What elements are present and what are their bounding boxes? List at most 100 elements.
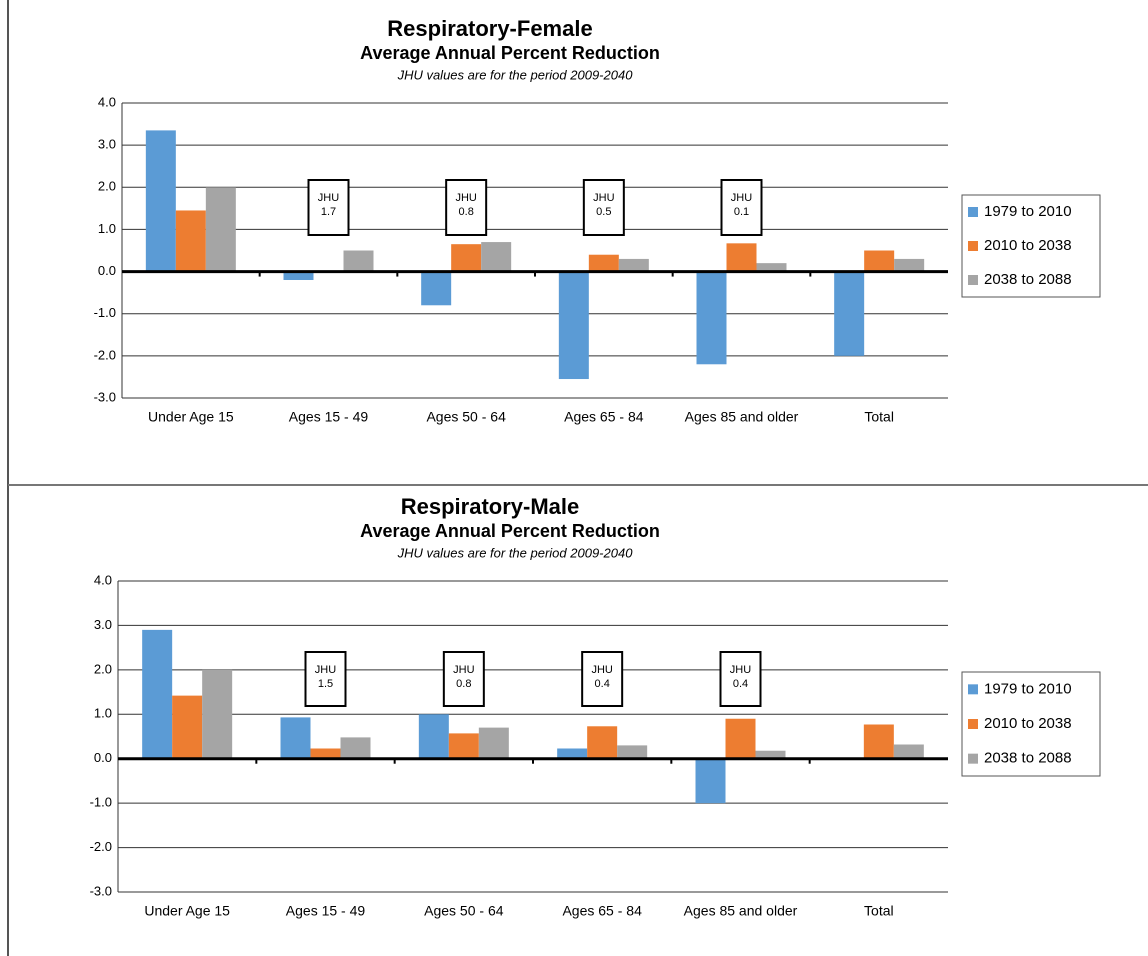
bar	[558, 271, 589, 380]
legend-label: 2010 to 2038	[984, 237, 1072, 254]
jhu-value: 0.8	[459, 206, 474, 218]
y-tick-label: 3.0	[94, 617, 112, 632]
bar	[478, 727, 509, 759]
jhu-label: JHU	[318, 192, 339, 204]
bar	[618, 258, 649, 272]
bar	[205, 187, 236, 272]
x-tick-label: Ages 15 - 49	[286, 903, 366, 919]
legend-swatch	[968, 241, 978, 251]
jhu-value: 0.5	[596, 206, 611, 218]
legend-label: 1979 to 2010	[984, 680, 1072, 697]
legend-swatch	[968, 275, 978, 285]
bar	[588, 254, 619, 272]
y-tick-label: 1.0	[94, 706, 112, 721]
bar	[142, 629, 173, 759]
jhu-box	[582, 179, 625, 236]
header-strip	[0, 0, 1148, 14]
bar	[310, 748, 341, 759]
jhu-box	[581, 651, 624, 707]
jhu-value: 0.8	[456, 678, 471, 690]
jhu-box	[445, 179, 488, 236]
x-tick-label: Ages 50 - 64	[426, 409, 506, 425]
y-tick-label: 0.0	[94, 750, 112, 765]
jhu-label: JHU	[730, 664, 751, 676]
bar	[175, 210, 206, 272]
bar	[280, 717, 311, 759]
jhu-box	[720, 179, 763, 236]
jhu-value: 0.1	[734, 206, 749, 218]
bar	[340, 737, 371, 759]
y-tick-label: -3.0	[94, 389, 116, 404]
bar	[421, 271, 452, 306]
x-tick-label: Ages 50 - 64	[424, 903, 504, 919]
bar	[481, 242, 512, 272]
y-tick-label: -2.0	[94, 347, 116, 362]
chart-subtitle: Average Annual Percent Reduction	[360, 521, 660, 541]
x-tick-label: Ages 65 - 84	[562, 903, 642, 919]
bar	[448, 733, 479, 759]
legend-label: 2010 to 2038	[984, 715, 1072, 732]
x-tick-label: Ages 15 - 49	[289, 409, 369, 425]
bar	[617, 745, 648, 759]
bar	[696, 271, 727, 365]
x-tick-label: Ages 85 and older	[685, 409, 799, 425]
legend-label: 2038 to 2088	[984, 271, 1072, 288]
bar	[834, 271, 865, 356]
x-tick-label: Total	[864, 903, 894, 919]
jhu-value: 1.7	[321, 206, 336, 218]
jhu-label: JHU	[455, 192, 476, 204]
bar	[894, 258, 925, 272]
y-tick-label: 4.0	[94, 572, 112, 587]
bar	[202, 669, 233, 759]
jhu-label: JHU	[315, 664, 336, 676]
chart-title: Respiratory-Male	[401, 494, 580, 519]
y-tick-label: -2.0	[90, 839, 112, 854]
jhu-label: JHU	[453, 664, 474, 676]
legend-swatch	[968, 207, 978, 217]
chart-subtitle: Average Annual Percent Reduction	[360, 43, 660, 63]
y-tick-label: 4.0	[98, 94, 116, 109]
y-tick-label: -3.0	[90, 883, 112, 898]
bar	[864, 250, 895, 272]
bar	[695, 758, 726, 804]
bar	[557, 748, 588, 759]
jhu-label: JHU	[731, 192, 752, 204]
jhu-value: 1.5	[318, 678, 333, 690]
bar	[756, 263, 787, 272]
bar	[418, 714, 449, 759]
x-tick-label: Total	[864, 409, 894, 425]
legend-box	[961, 671, 1101, 777]
bar	[755, 750, 786, 759]
y-tick-label: 1.0	[98, 221, 116, 236]
y-tick-label: -1.0	[94, 305, 116, 320]
jhu-box	[304, 651, 347, 707]
x-tick-label: Ages 65 - 84	[564, 409, 644, 425]
y-tick-label: 0.0	[98, 263, 116, 278]
bar	[726, 243, 757, 272]
bar	[145, 130, 176, 272]
legend-swatch	[968, 753, 978, 764]
legend-label: 1979 to 2010	[984, 203, 1072, 220]
bar	[725, 718, 756, 759]
bar	[587, 726, 618, 759]
bar	[451, 244, 482, 272]
legend-swatch	[968, 684, 978, 695]
legend-box	[961, 194, 1101, 298]
y-tick-label: -1.0	[90, 795, 112, 810]
jhu-label: JHU	[593, 192, 614, 204]
bar	[863, 724, 894, 759]
legend-swatch	[968, 719, 978, 729]
bar	[893, 744, 924, 759]
legend-label: 2038 to 2088	[984, 750, 1072, 767]
bar	[343, 250, 374, 272]
bar	[283, 271, 314, 280]
bar	[172, 695, 203, 759]
jhu-label: JHU	[591, 664, 612, 676]
y-tick-label: 2.0	[98, 179, 116, 194]
y-tick-label: 2.0	[94, 661, 112, 676]
x-tick-label: Under Age 15	[144, 903, 230, 919]
x-tick-label: Ages 85 and older	[684, 903, 798, 919]
chart-note: JHU values are for the period 2009-2040	[397, 67, 634, 82]
jhu-box	[442, 651, 485, 707]
